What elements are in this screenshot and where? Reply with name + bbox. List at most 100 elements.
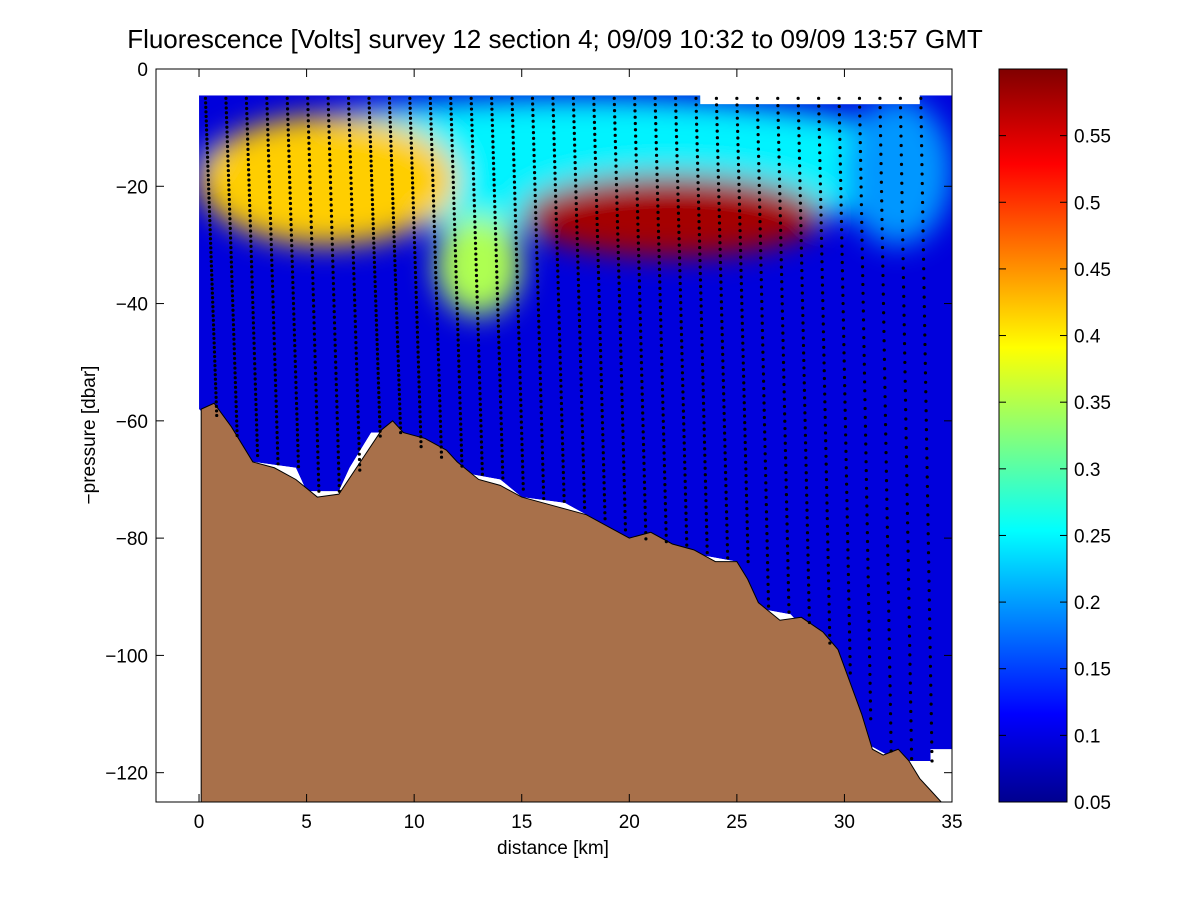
profile-point (434, 281, 438, 285)
profile-point (715, 142, 720, 146)
profile-point (637, 266, 641, 270)
profile-point (756, 147, 761, 151)
profile-point (317, 483, 321, 488)
profile-point (778, 221, 783, 225)
profile-point (929, 730, 934, 735)
profile-point (599, 354, 603, 359)
profile-point (315, 427, 319, 432)
profile-point (837, 96, 841, 100)
profile-point (538, 376, 542, 381)
profile-point (267, 180, 271, 184)
profile-point (537, 348, 542, 352)
profile-point (224, 106, 228, 110)
x-tick-label: 25 (726, 812, 747, 833)
profile-point (869, 717, 873, 721)
profile-point (515, 275, 519, 279)
profile-point (233, 371, 237, 375)
profile-point (408, 106, 412, 110)
profile-point (675, 154, 679, 158)
profile-point (725, 543, 729, 547)
profile-point (599, 379, 603, 383)
profile-point (245, 127, 249, 131)
profile-point (674, 103, 678, 107)
profile-point (576, 260, 580, 264)
profile-point (663, 495, 667, 499)
profile-point (253, 372, 257, 376)
profile-point (457, 375, 461, 379)
profile-point (539, 388, 543, 392)
profile-point (518, 375, 522, 380)
profile-point (248, 214, 252, 218)
profile-point (579, 383, 583, 387)
profile-point (825, 493, 829, 497)
profile-point (375, 347, 379, 351)
profile-point (578, 348, 582, 352)
profile-point (353, 314, 357, 318)
profile-point (684, 511, 688, 515)
profile-point (556, 275, 560, 279)
profile-point (331, 265, 335, 269)
profile-point (699, 304, 703, 308)
profile-point (840, 252, 844, 256)
profile-point (697, 220, 701, 224)
profile-point (494, 248, 498, 252)
profile-point (253, 367, 257, 371)
profile-point (821, 291, 825, 295)
profile-point (554, 217, 558, 221)
profile-point (335, 427, 340, 432)
profile-point (679, 332, 684, 337)
profile-point (211, 300, 215, 304)
profile-point (268, 211, 272, 215)
profile-point (265, 122, 270, 127)
profile-point (308, 175, 312, 179)
profile-point (395, 321, 399, 325)
profile-point (271, 316, 276, 320)
profile-point (761, 372, 766, 376)
profile-point (315, 416, 319, 420)
profile-point (698, 258, 702, 263)
profile-point (721, 372, 725, 376)
profile-point (230, 279, 234, 283)
profile-point (451, 159, 455, 163)
profile-point (479, 413, 483, 417)
profile-point (334, 388, 339, 392)
profile-point (450, 149, 454, 153)
profile-point (843, 400, 847, 404)
profile-point (517, 325, 521, 329)
profile-point (902, 313, 906, 317)
profile-point (921, 257, 926, 261)
profile-point (698, 265, 702, 269)
fluorescence-region (199, 95, 952, 761)
profile-point (207, 191, 211, 196)
profile-point (311, 293, 315, 297)
profile-point (739, 282, 743, 286)
profile-point (764, 510, 769, 514)
profile-point (394, 302, 398, 306)
profile-point (824, 454, 828, 458)
profile-point (716, 155, 720, 160)
profile-point (597, 288, 601, 293)
profile-point (906, 568, 910, 572)
profile-point (623, 515, 627, 520)
profile-point (439, 429, 443, 434)
profile-point (398, 426, 403, 430)
profile-point (293, 370, 298, 374)
profile-point (824, 446, 828, 451)
profile-point (286, 112, 290, 116)
profile-point (678, 275, 682, 279)
profile-point (623, 503, 627, 507)
profile-point (535, 268, 539, 272)
profile-29 (776, 96, 791, 614)
profile-point (417, 370, 421, 374)
profile-point (472, 198, 476, 202)
profile-point (314, 394, 318, 398)
profile-point (355, 394, 360, 398)
profile-point (327, 124, 331, 128)
profile-point (473, 241, 478, 245)
profile-point (737, 209, 742, 213)
profile-point (739, 262, 743, 266)
profile-point (378, 434, 382, 438)
profile-point (807, 605, 811, 610)
profile-point (694, 96, 698, 100)
profile-point (577, 318, 582, 323)
